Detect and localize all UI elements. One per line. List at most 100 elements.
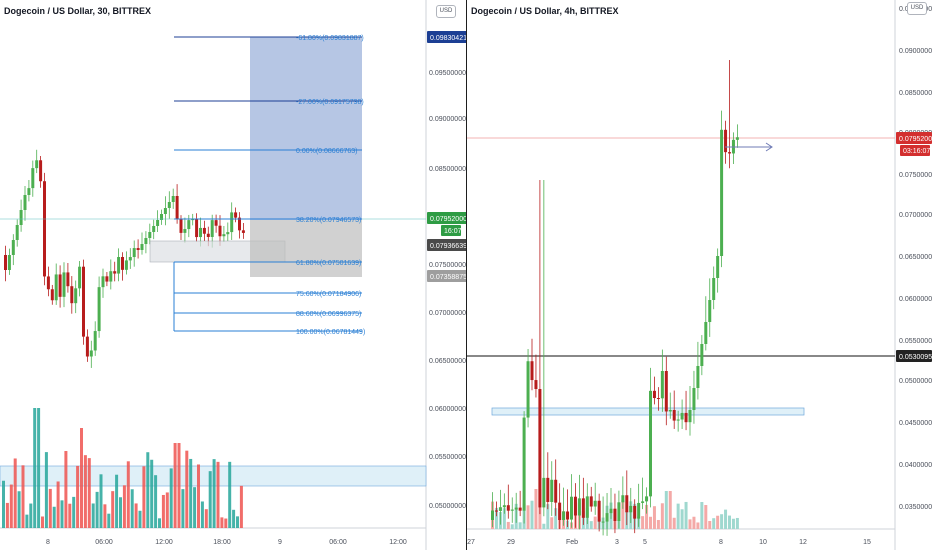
left-candle-body [183, 229, 187, 233]
left-candle-body [43, 181, 46, 277]
left-candle-body [62, 272, 66, 297]
left-volume-bar [122, 485, 126, 528]
left-volume-bar [204, 509, 208, 528]
right-volume-bar [494, 507, 498, 529]
left-volume-bar [107, 513, 111, 528]
right-volume-bar [656, 519, 660, 529]
left-volume-bar [169, 468, 173, 528]
left-candle-body [202, 227, 206, 234]
left-candle-body [175, 196, 179, 220]
right-candle-body [550, 479, 554, 502]
fib-level-label: 38.20%(0.07946573) [296, 217, 361, 224]
right-candle-body [724, 129, 728, 153]
right-price-label: 0.06000000 [899, 296, 932, 303]
left-candle-body [23, 195, 27, 210]
left-volume-bar [48, 488, 52, 528]
left-chart-pane[interactable]: 0.095000000.090000000.085000000.08000000… [0, 0, 467, 550]
right-candle-body [538, 389, 542, 508]
left-candle-body [109, 271, 113, 282]
left-volume-bar [173, 443, 177, 528]
left-candle-body [124, 260, 128, 270]
right-candle-body [656, 398, 660, 400]
fib-level-label: 100.00%(0.06781449) [296, 329, 365, 336]
left-candle-body [238, 217, 241, 231]
right-candle-body [570, 496, 573, 520]
right-candle-body [664, 370, 668, 412]
right-time-label: 8 [719, 539, 723, 546]
right-candle-body [708, 300, 712, 322]
right-candle-body [712, 278, 716, 300]
left-volume-bar [165, 492, 169, 528]
right-chart-title: Dogecoin / US Dollar, 4h, BITTREX [471, 6, 619, 16]
left-tag-dark-bg [427, 239, 467, 251]
left-volume-bar [80, 428, 83, 528]
left-volume-bar [76, 465, 80, 528]
right-volume-bar [664, 491, 668, 529]
left-volume-bar [64, 451, 68, 528]
right-volume-bar [649, 516, 652, 529]
left-candle-body [74, 288, 78, 304]
left-volume-bar [181, 489, 185, 528]
right-volume-bar [652, 506, 656, 529]
right-volume-bar [704, 505, 708, 529]
left-candle-body [85, 336, 89, 357]
left-candle-body [160, 214, 163, 220]
right-volume-bar [593, 516, 597, 529]
right-volume-bar [534, 489, 538, 529]
left-volume-bar [138, 510, 142, 528]
right-volume-bar [530, 500, 534, 529]
right-candle-body [526, 361, 530, 418]
right-currency-button[interactable]: USD [907, 2, 927, 15]
left-chart-canvas[interactable]: 0.095000000.090000000.085000000.08000000… [0, 0, 467, 550]
right-candle-body [554, 479, 558, 503]
right-price-label: 0.07000000 [899, 212, 932, 219]
left-volume-bar [142, 466, 146, 528]
right-candle-body [692, 388, 696, 410]
left-candle-body [4, 255, 7, 270]
right-candle-body [676, 419, 680, 421]
left-candle-body [132, 248, 136, 258]
left-volume-bar [87, 458, 91, 528]
right-candle-body [593, 500, 597, 507]
right-volume-bar [542, 523, 546, 529]
left-candle-body [89, 350, 93, 357]
left-time-label: 18:00 [213, 539, 231, 546]
right-volume-bar [668, 491, 672, 529]
left-currency-button[interactable]: USD [436, 5, 456, 18]
left-candle-body [226, 232, 230, 235]
right-chart-canvas[interactable]: 0.095000000.090000000.085000000.08000000… [467, 0, 932, 550]
right-price-label: 0.05500000 [899, 338, 932, 345]
left-volume-bar [134, 503, 138, 528]
left-time-label: 06:00 [95, 539, 113, 546]
left-volume-bar [33, 408, 37, 528]
left-volume-bar [193, 487, 197, 528]
right-volume-bar [660, 503, 664, 529]
left-candle-body [234, 212, 238, 218]
right-volume-bar [645, 504, 649, 529]
right-candle-body [735, 137, 739, 140]
left-candle-body [27, 188, 31, 195]
left-volume-bar [239, 485, 243, 528]
right-chart-pane[interactable]: 0.095000000.090000000.085000000.08000000… [467, 0, 932, 550]
right-candle-body [621, 495, 625, 503]
right-volume-bar [712, 518, 716, 529]
right-volume-bar [526, 505, 530, 529]
right-candle-body [589, 496, 593, 507]
right-candle-body [716, 256, 720, 278]
left-volume-bar [52, 506, 56, 528]
right-tag-black: 0.05300958 [899, 354, 932, 361]
left-tag-blue-bg [427, 31, 467, 43]
left-time-label: 9 [278, 539, 282, 546]
left-volume-bar [154, 475, 158, 528]
left-price-label: 0.05000000 [429, 503, 466, 510]
left-volume-bar [197, 464, 200, 528]
left-volume-bar [111, 491, 115, 528]
left-candle-body [206, 233, 210, 237]
left-candle-body [15, 225, 19, 240]
right-tag-timer-bg [900, 145, 930, 156]
right-time-label: 27 [467, 539, 475, 546]
right-volume-bar [510, 524, 514, 529]
left-volume-bar [208, 471, 212, 528]
left-volume-bar [83, 455, 87, 528]
right-highlight-zone [491, 407, 805, 416]
